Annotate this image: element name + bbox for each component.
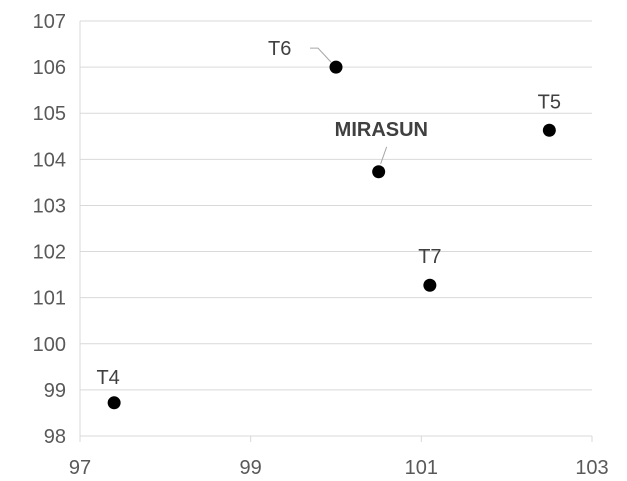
x-tick-label-99: 99	[240, 457, 262, 479]
gridlines	[80, 20, 592, 391]
y-tick-label-100: 100	[33, 334, 66, 356]
y-tick-label-99: 99	[44, 380, 66, 402]
y-tick-label-104: 104	[33, 149, 66, 171]
x-tick-label-97: 97	[69, 457, 91, 479]
leader-lines	[310, 47, 388, 164]
data-point-t7	[423, 278, 437, 292]
leader-line-mirasun	[380, 146, 388, 164]
y-tick-label-107: 107	[33, 11, 66, 33]
data-points	[107, 60, 556, 410]
point-label-t7: T7	[418, 246, 441, 268]
point-label-t6: T6	[268, 38, 291, 60]
data-point-t5	[542, 123, 556, 137]
y-tick-label-98: 98	[44, 426, 66, 448]
point-label-t4: T4	[96, 367, 119, 389]
y-tick-label-105: 105	[33, 103, 66, 125]
axes	[79, 21, 593, 442]
x-tick-labels: 97 99 101 103	[69, 457, 609, 479]
data-point-mirasun	[372, 165, 386, 179]
leader-line-t6	[310, 47, 332, 63]
y-tick-label-103: 103	[33, 195, 66, 217]
x-tick-label-101: 101	[405, 457, 438, 479]
y-tick-labels: 98 99 100 101 102 103 104 105 106 107	[33, 11, 66, 448]
point-labels: T6 T5 MIRASUN T7 T4	[96, 38, 561, 389]
y-tick-label-101: 101	[33, 288, 66, 310]
data-point-t6	[329, 60, 343, 74]
point-label-t5: T5	[538, 91, 561, 113]
y-tick-label-106: 106	[33, 57, 66, 79]
y-tick-label-102: 102	[33, 242, 66, 264]
x-tick-label-103: 103	[575, 457, 608, 479]
data-point-t4	[107, 396, 121, 410]
point-label-mirasun: MIRASUN	[335, 119, 428, 141]
